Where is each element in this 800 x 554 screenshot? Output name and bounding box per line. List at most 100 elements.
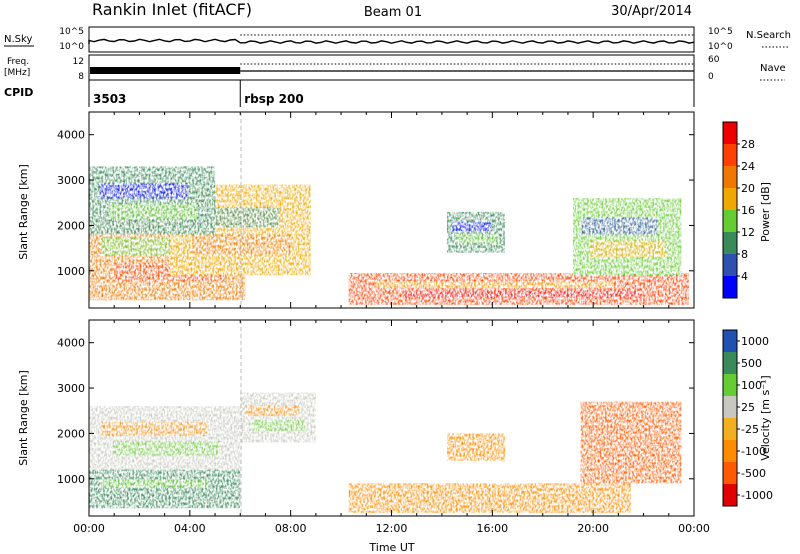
colorbar-tick-label: 100 <box>741 379 762 392</box>
colorbar-tick-label: -1000 <box>741 489 773 502</box>
xtick-label: 16:00 <box>476 522 508 535</box>
time-xlabel: Time UT <box>368 541 414 554</box>
cpid-entry: 3503 <box>93 92 126 106</box>
power-region-2-band-0 <box>99 183 188 199</box>
colorbar-segment <box>723 330 737 353</box>
nave-tick-bottom: 0 <box>708 72 714 82</box>
colorbar-tick-label: 25 <box>741 401 755 414</box>
colorbar-tick-label: -25 <box>741 423 759 436</box>
colorbar-segment <box>723 254 737 277</box>
colorbar-tick-label: 4 <box>741 270 748 283</box>
colorbar-tick-label: 8 <box>741 248 748 261</box>
ytick-label: 2000 <box>57 427 85 440</box>
velocity-region-5-band-0 <box>588 422 660 441</box>
power-region-5 <box>573 198 682 276</box>
velocity-region-0-band-0 <box>101 422 207 437</box>
velocity-colorbar-label: Velocity [m s⁻¹] <box>759 375 772 460</box>
colorbar-tick-label: 28 <box>741 138 755 151</box>
ytick-label: 1000 <box>57 265 85 278</box>
velocity-region-3-band-1 <box>393 499 592 507</box>
nsearch-label: N.Search <box>746 30 791 41</box>
velocity-region-2-band-1 <box>252 420 306 432</box>
nsky-line <box>88 38 695 44</box>
colorbar-segment <box>723 210 737 233</box>
cpid-entry: rbsp 200 <box>244 92 303 106</box>
nave-tick-top: 60 <box>708 55 720 65</box>
colorbar-segment <box>723 166 737 189</box>
power-colorbar-label: Power [dB] <box>759 182 772 242</box>
power-axes: 1000 2000 3000 4000 <box>57 112 695 308</box>
power-colorbar: 4 8 12 16 20 24 28 <box>722 121 755 299</box>
velocity-region-4-band-0 <box>451 440 493 447</box>
colorbar-segment <box>723 232 737 255</box>
nave-label: Nave <box>760 63 786 74</box>
velocity-colorbar: 1000 500 100 25 -25 -100 -500 -1000 <box>722 329 773 507</box>
colorbar-segment <box>723 122 737 145</box>
nsky-tick-top: 10^5 <box>59 27 84 37</box>
nsky-trace <box>88 34 695 44</box>
power-region-3-band-1 <box>403 290 642 298</box>
date-label: 30/Apr/2014 <box>611 4 692 19</box>
colorbar-segment <box>723 396 737 419</box>
velocity-region-1 <box>89 469 241 509</box>
freq-label-2: [MHz] <box>4 68 30 78</box>
nsky-label: N.Sky <box>4 34 32 45</box>
freq-tick-top: 12 <box>73 57 84 67</box>
colorbar-tick-label: 12 <box>741 226 755 239</box>
ytick-label: 4000 <box>57 129 85 142</box>
colorbar-tick-label: 500 <box>741 357 762 370</box>
velocity-region-4-band-1 <box>456 448 497 455</box>
xtick-label: 08:00 <box>275 522 307 535</box>
velocity-region-4 <box>446 433 505 461</box>
freq-block <box>90 67 241 74</box>
freq-trace <box>90 63 694 74</box>
ytick-label: 4000 <box>57 337 85 350</box>
colorbar-tick-label: 16 <box>741 204 755 217</box>
velocity-region-5 <box>580 401 682 484</box>
velocity-ylabel: Slant Range [km] <box>17 370 30 466</box>
power-region-4 <box>446 211 505 253</box>
colorbar-segment <box>723 462 737 485</box>
freq-tick-bottom: 8 <box>78 72 84 82</box>
colorbar-segment <box>723 144 737 167</box>
velocity-region-1-band-0 <box>101 479 207 488</box>
xtick-label: 04:00 <box>174 522 206 535</box>
power-region-5-band-0 <box>581 217 658 235</box>
nsky-panel-frame <box>88 26 695 53</box>
power-region-4-band-1 <box>456 234 497 244</box>
nsky-tick-bottom: 10^0 <box>59 42 84 52</box>
colorbar-segment <box>723 374 737 397</box>
colorbar-segment <box>723 188 737 211</box>
velocity-region-2-band-0 <box>246 405 300 417</box>
power-region-2 <box>89 166 216 235</box>
velocity-region-3-band-0 <box>371 490 569 498</box>
xtick-label: 00:00 <box>678 522 710 535</box>
velocity-region-0 <box>89 406 241 470</box>
freq-label-1: Freq. <box>7 57 29 67</box>
velocity-region-1-band-1 <box>113 490 220 500</box>
velocity-region-3 <box>348 483 631 513</box>
colorbar-segment <box>723 276 737 299</box>
colorbar-tick-label: 20 <box>741 182 755 195</box>
power-region-2-band-1 <box>109 203 198 219</box>
velocity-region-0-band-1 <box>113 441 220 456</box>
beam-label: Beam 01 <box>364 5 422 20</box>
power-region-3-band-0 <box>375 281 615 288</box>
velocity-axes: 1000 2000 3000 4000 00:00 04:00 08:00 12:00 16:0… <box>57 320 710 535</box>
xtick-label: 12:00 <box>376 522 408 535</box>
colorbar-frame <box>722 329 738 507</box>
power-data <box>89 166 689 305</box>
colorbar-tick-label: 1000 <box>741 335 769 348</box>
xtick-label: 20:00 <box>577 522 609 535</box>
cpid-label: CPID <box>4 86 33 99</box>
ytick-label: 3000 <box>57 174 85 187</box>
ytick-label: 2000 <box>57 219 85 232</box>
colorbar-tick-label: -100 <box>741 445 766 458</box>
power-region-4-band-0 <box>451 222 493 232</box>
colorbar-segment <box>723 418 737 441</box>
power-region-5-band-1 <box>590 240 667 258</box>
velocity-data <box>89 392 682 513</box>
cpid-entries: 3503 rbsp 200 <box>93 80 304 107</box>
velocity-region-2 <box>240 392 316 443</box>
